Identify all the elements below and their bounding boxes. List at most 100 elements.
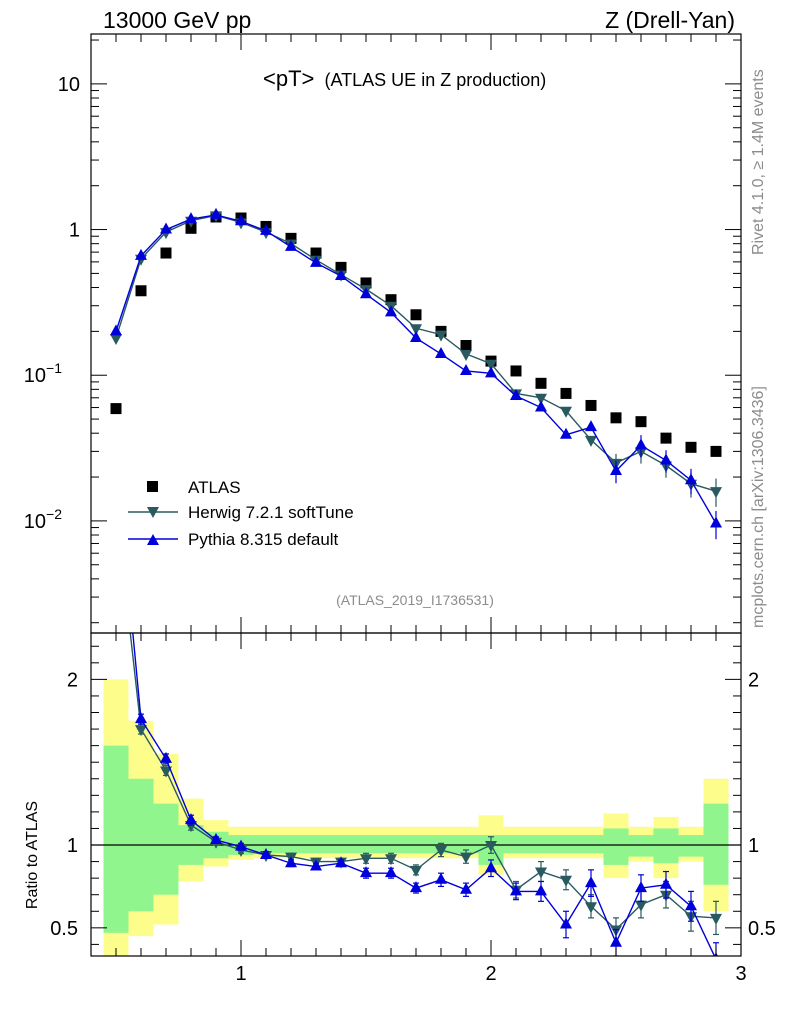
ratio-y-tick-label-right: 2 bbox=[748, 669, 759, 691]
x-tick-label: 3 bbox=[735, 963, 746, 985]
series-point-1 bbox=[560, 427, 572, 439]
series-point-0 bbox=[710, 487, 722, 499]
band-inner bbox=[553, 835, 579, 854]
atlas-point bbox=[535, 377, 547, 389]
series-point-1 bbox=[435, 346, 447, 358]
series-point-0 bbox=[585, 435, 597, 447]
band-inner bbox=[153, 803, 179, 895]
x-tick-label: 2 bbox=[485, 963, 496, 985]
atlas-point bbox=[510, 365, 522, 377]
ratio-point-1 bbox=[560, 917, 572, 929]
ratio-ylabel: Ratio to ATLAS bbox=[24, 801, 41, 909]
y-tick-label: 10−2 bbox=[24, 506, 62, 533]
series-point-0 bbox=[535, 393, 547, 405]
ratio-point-0 bbox=[560, 875, 572, 887]
band-inner bbox=[103, 745, 129, 933]
atlas-point bbox=[610, 412, 622, 424]
atlas-point bbox=[335, 261, 347, 273]
ratio-layer bbox=[91, 449, 741, 956]
ratio-point-1 bbox=[485, 861, 497, 873]
ratio-point-0 bbox=[485, 841, 497, 853]
ratio-point-0 bbox=[385, 854, 397, 866]
ratio-point-1 bbox=[135, 712, 147, 724]
atlas-point bbox=[585, 399, 597, 411]
series-point-1 bbox=[385, 305, 397, 317]
atlas-point bbox=[185, 222, 197, 234]
ratio-point-0 bbox=[110, 501, 122, 512]
atlas-point bbox=[660, 432, 672, 444]
atlas-point bbox=[135, 285, 147, 297]
band-inner bbox=[378, 835, 404, 854]
ratio-point-1 bbox=[110, 449, 122, 460]
y-tick-exp: −1 bbox=[46, 360, 62, 376]
ratio-point-1 bbox=[210, 833, 222, 845]
ratio-point-1 bbox=[360, 866, 372, 878]
ratio-point-1 bbox=[160, 751, 172, 763]
series-point-1 bbox=[710, 516, 722, 528]
atlas-point bbox=[285, 232, 297, 244]
series-point-1 bbox=[335, 268, 347, 280]
legend-atlas-marker bbox=[147, 481, 158, 492]
ratio-point-0 bbox=[535, 867, 547, 879]
ratio-y-tick-label: 2 bbox=[67, 669, 78, 691]
series-point-0 bbox=[435, 330, 447, 342]
band-inner bbox=[578, 835, 604, 854]
ratio-point-1 bbox=[435, 872, 447, 884]
atlas-point bbox=[110, 403, 122, 415]
ratio-point-1 bbox=[535, 884, 547, 896]
ratio-y-tick-label-right: 0.5 bbox=[748, 918, 776, 940]
main-layer bbox=[110, 207, 722, 540]
ratio-point-1 bbox=[385, 866, 397, 878]
y-tick-label: 10−1 bbox=[24, 360, 62, 387]
series-point-0 bbox=[560, 406, 572, 418]
band-inner bbox=[278, 835, 304, 854]
ratio-point-0 bbox=[585, 902, 597, 914]
band-inner bbox=[628, 835, 654, 857]
atlas-point bbox=[685, 441, 697, 453]
ratio-point-1 bbox=[310, 859, 322, 871]
band-inner bbox=[353, 835, 379, 854]
atlas-point bbox=[560, 387, 572, 399]
series-point-1 bbox=[410, 331, 422, 343]
band-inner bbox=[503, 835, 529, 854]
ratio-point-1 bbox=[635, 881, 647, 893]
ratio-point-0 bbox=[360, 854, 372, 866]
series-point-1 bbox=[585, 420, 597, 432]
series-point-1 bbox=[235, 214, 247, 226]
series-point-1 bbox=[360, 287, 372, 299]
band-inner bbox=[403, 835, 429, 854]
x-tick-label: 1 bbox=[235, 963, 246, 985]
ratio-point-0 bbox=[410, 865, 422, 877]
ratio-frame bbox=[90, 632, 742, 957]
atlas-point bbox=[710, 445, 722, 457]
ratio-point-1 bbox=[460, 882, 472, 894]
series-point-0 bbox=[410, 324, 422, 336]
legend-herwig-marker bbox=[147, 507, 159, 518]
series-point-1 bbox=[460, 363, 472, 375]
ratio-series-1 bbox=[110, 449, 719, 956]
series-point-1 bbox=[160, 222, 172, 234]
series-point-1 bbox=[185, 212, 197, 224]
y-tick-label: 1 bbox=[69, 220, 80, 242]
atlas-point bbox=[460, 339, 472, 351]
ratio-y-tick-label-right: 1 bbox=[748, 835, 759, 857]
legend-atlas: ATLAS bbox=[188, 478, 241, 497]
series-point-0 bbox=[485, 359, 497, 371]
series-point-1 bbox=[510, 389, 522, 401]
ratio-point-0 bbox=[135, 725, 147, 737]
ratio-point-1 bbox=[260, 847, 272, 859]
series-point-1 bbox=[260, 223, 272, 235]
series-point-1 bbox=[610, 464, 622, 476]
series-point-1 bbox=[310, 255, 322, 267]
atlas-point bbox=[635, 416, 647, 428]
band-inner bbox=[603, 828, 629, 865]
title-main: <pT> (ATLAS UE in Z production) bbox=[263, 66, 546, 91]
series-point-1 bbox=[110, 324, 122, 336]
band-inner bbox=[303, 835, 329, 854]
band-inner bbox=[253, 835, 279, 854]
ratio-point-0 bbox=[635, 900, 647, 912]
ratio-point-1 bbox=[235, 839, 247, 851]
series-point-0 bbox=[460, 349, 472, 361]
band-inner bbox=[703, 803, 729, 885]
atlas-point bbox=[410, 309, 422, 321]
